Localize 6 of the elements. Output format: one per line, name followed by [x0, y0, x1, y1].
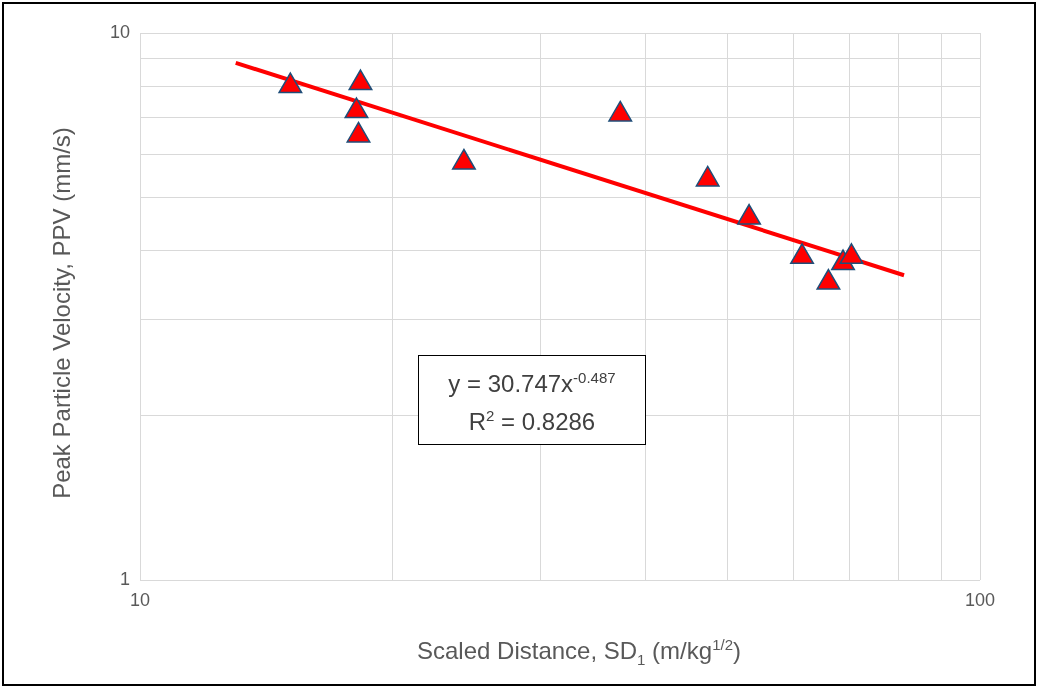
y-tick-label: 1: [120, 569, 131, 590]
x-axis-title: Scaled Distance, SD$_{1}$ (m/kg$^{1/2}$): [416, 636, 742, 668]
annotation: y = 30.747x$^{-0.487}$: [448, 369, 616, 397]
y-axis-title: Peak Particle Velocity, PPV (mm/s): [48, 127, 76, 499]
x-tick-label: 100: [964, 590, 996, 611]
annotation: R$^{2}$ = 0.8286: [468, 407, 596, 435]
